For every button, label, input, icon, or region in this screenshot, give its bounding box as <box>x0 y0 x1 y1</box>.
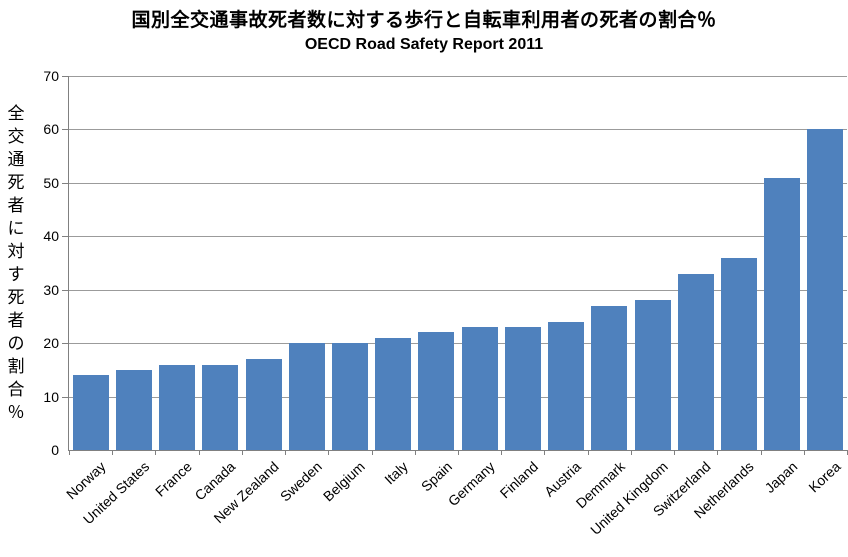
y-tick-label: 10 <box>43 388 59 405</box>
y-tick-mark <box>62 289 68 291</box>
y-axis-title-char: 通 <box>7 150 25 169</box>
bar-france <box>159 364 196 450</box>
y-tick-label: 20 <box>43 335 59 352</box>
bar-italy <box>375 337 412 450</box>
y-tick-mark <box>62 76 68 77</box>
bar-switzerland <box>677 273 714 450</box>
y-axis-title-char: 割 <box>7 357 25 376</box>
x-tick-mark <box>112 450 114 455</box>
x-axis-label: Spain <box>417 458 455 495</box>
gridline <box>69 129 847 131</box>
bar-new-zealand <box>245 359 282 450</box>
x-tick-mark <box>803 450 805 455</box>
x-tick-mark <box>760 450 762 455</box>
x-tick-mark <box>544 450 546 455</box>
x-tick-mark <box>717 450 719 455</box>
y-tick-label: 0 <box>51 442 59 458</box>
x-tick-mark <box>630 450 632 455</box>
gridline <box>69 289 847 291</box>
y-axis-title-char: に <box>7 219 25 238</box>
y-axis-title: 全交通死者に対す死者の割合％ <box>4 102 28 424</box>
y-axis-title-char: 合 <box>7 380 25 399</box>
gridline <box>69 236 847 238</box>
x-tick-mark <box>414 450 416 455</box>
bar-sweden <box>288 343 325 450</box>
gridline <box>69 182 847 184</box>
y-tick-mark <box>62 182 68 184</box>
bar-netherlands <box>720 257 757 450</box>
x-axis-label: France <box>152 458 196 500</box>
x-tick-mark <box>241 450 243 455</box>
x-axis-label: Italy <box>381 458 412 488</box>
y-tick-label: 30 <box>43 281 59 298</box>
bar-demmark <box>591 305 628 450</box>
bar-korea <box>807 129 844 450</box>
y-axis-title-char: 対 <box>7 242 25 261</box>
bar-austria <box>548 321 585 450</box>
bar-united-states <box>115 369 152 450</box>
bar-united-kingdom <box>634 300 671 450</box>
x-axis-label: Sweden <box>277 458 325 505</box>
bar-germany <box>461 327 498 450</box>
gridline <box>69 76 847 77</box>
x-axis-label: Germany <box>444 458 498 510</box>
y-axis-title-char: の <box>7 334 25 353</box>
x-tick-mark <box>371 450 373 455</box>
chart-subtitle: OECD Road Safety Report 2011 <box>304 36 544 53</box>
bar-belgium <box>331 343 368 450</box>
x-axis-label: Finland <box>496 458 542 502</box>
y-axis-title-char: 者 <box>7 311 25 330</box>
y-tick-mark <box>62 396 68 398</box>
y-axis-title-char: 死 <box>7 288 25 307</box>
bar-finland <box>504 327 541 450</box>
x-tick-mark <box>155 450 157 455</box>
title-block: 国別全交通事故死者数に対する歩行と自転車利用者の死者の割合％ OECD Road… <box>0 8 848 56</box>
x-axis-label: Korea <box>805 458 844 496</box>
bar-spain <box>418 332 455 450</box>
y-axis-title-char: 死 <box>7 173 25 192</box>
x-tick-mark <box>328 450 330 455</box>
x-tick-mark <box>285 450 287 455</box>
bar-canada <box>202 364 239 450</box>
y-tick-mark <box>62 343 68 345</box>
chart-title: 国別全交通事故死者数に対する歩行と自転車利用者の死者の割合％ <box>131 10 717 31</box>
y-tick-mark <box>62 236 68 238</box>
y-axis-title-char: ％ <box>7 403 25 422</box>
gridline <box>69 396 847 398</box>
y-tick-label: 40 <box>43 228 59 245</box>
x-tick-mark <box>501 450 503 455</box>
y-tick-mark <box>62 129 68 131</box>
y-axis-title-char: 全 <box>7 104 25 123</box>
y-axis-title-char: す <box>7 265 25 284</box>
bar-norway <box>72 375 109 450</box>
x-axis-label: Belgium <box>320 458 369 505</box>
x-tick-mark <box>69 450 70 455</box>
gridline <box>69 343 847 345</box>
plot-area: 0 10 20 30 40 50 60 70 Norway United States France… <box>43 69 848 538</box>
x-tick-mark <box>458 450 459 455</box>
y-tick-label: 60 <box>43 121 59 138</box>
y-axis-title-char: 者 <box>7 196 25 215</box>
y-axis-title-char: 交 <box>7 127 25 146</box>
y-tick-label: 70 <box>43 68 59 84</box>
x-axis-label: Japan <box>761 458 801 496</box>
x-tick-mark <box>198 450 200 455</box>
y-tick-label: 50 <box>43 174 59 191</box>
x-tick-mark <box>674 450 676 455</box>
x-tick-mark <box>587 450 589 455</box>
bar-japan <box>764 177 801 450</box>
